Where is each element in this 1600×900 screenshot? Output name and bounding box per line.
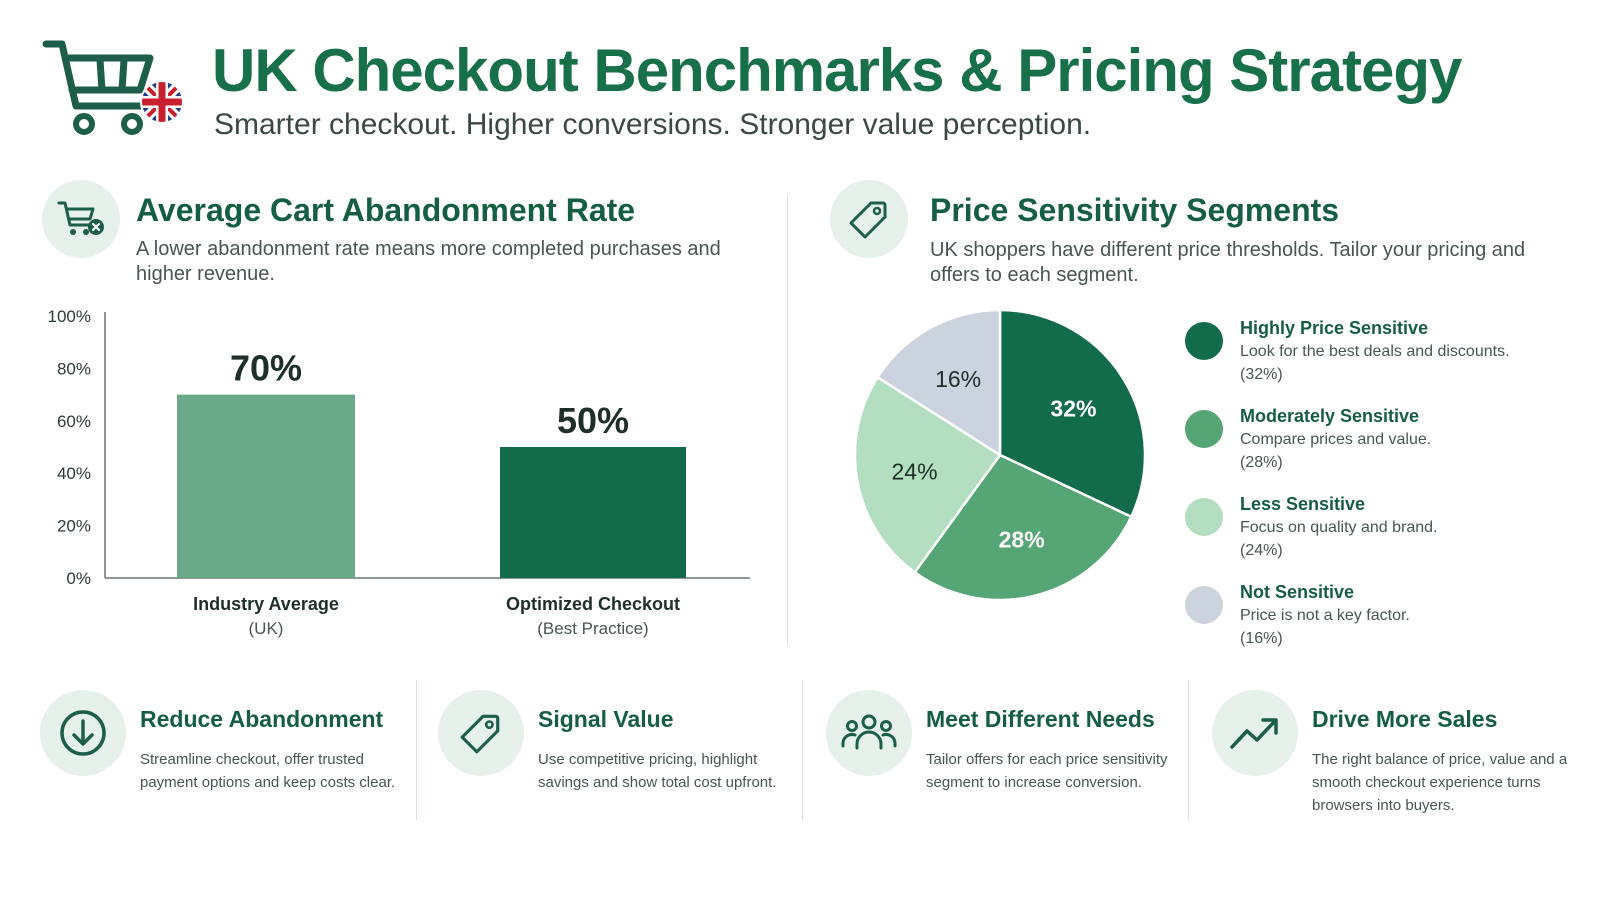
trend-up-icon	[1230, 718, 1278, 749]
pie-slice-label: 28%	[999, 526, 1045, 552]
card-title: Signal Value	[538, 706, 674, 732]
shopping-cart-uk-flag-icon	[42, 40, 184, 135]
panel-divider	[787, 195, 788, 645]
pie-legend: Highly Price Sensitive Look for the best…	[1185, 318, 1570, 670]
legend-desc: Price is not a key factor.	[1240, 607, 1410, 624]
card-signal-value: Signal Value Use competitive pricing, hi…	[438, 690, 818, 840]
cart-x-icon	[57, 201, 104, 235]
strategy-cards: Reduce Abandonment Streamline checkout, …	[40, 680, 1580, 840]
users-group-icon	[841, 714, 897, 750]
y-tick-label: 20%	[57, 517, 91, 536]
x-category-label: Industry Average	[193, 594, 339, 614]
page-title: UK Checkout Benchmarks & Pricing Strateg…	[212, 37, 1462, 104]
card-reduce-abandonment: Reduce Abandonment Streamline checkout, …	[40, 690, 420, 840]
pie-slice	[853, 375, 1002, 575]
legend-swatch	[1185, 410, 1223, 448]
legend-swatch	[1185, 498, 1223, 536]
pie-slice	[875, 308, 1002, 458]
pie-slice-label: 16%	[935, 366, 981, 392]
legend-title: Highly Price Sensitive	[1240, 318, 1429, 338]
price-sensitivity-pie-chart: 32% 28% 24% 16%	[853, 308, 1147, 602]
card-drive-more-sales: Drive More Sales The right balance of pr…	[1212, 690, 1592, 840]
legend-desc: Focus on quality and brand.	[1240, 519, 1438, 536]
legend-item: Moderately Sensitive Compare prices and …	[1185, 406, 1570, 494]
legend-swatch	[1185, 586, 1223, 624]
card-title: Meet Different Needs	[926, 706, 1155, 732]
card-icon-badge	[40, 690, 126, 776]
y-tick-label: 100%	[48, 307, 91, 326]
bar	[500, 447, 686, 578]
card-divider	[1188, 680, 1189, 820]
card-desc: Use competitive pricing, highlight savin…	[538, 751, 777, 791]
bar	[177, 394, 355, 578]
legend-desc: Compare prices and value.	[1240, 431, 1432, 448]
abandonment-description: A lower abandonment rate means more comp…	[136, 238, 721, 285]
price-tag-icon	[849, 201, 887, 239]
cart-icon-badge	[42, 180, 120, 258]
price-tag-icon	[460, 714, 500, 754]
segments-title: Price Sensitivity Segments	[930, 192, 1340, 228]
legend-item: Highly Price Sensitive Look for the best…	[1185, 318, 1570, 406]
page-subtitle: Smarter checkout. Higher conversions. St…	[214, 108, 1092, 141]
legend-item: Not Sensitive Price is not a key factor.…	[1185, 582, 1570, 670]
bar-value-label: 70%	[230, 348, 302, 389]
legend-pct: (16%)	[1240, 630, 1283, 647]
x-category-label: Optimized Checkout	[506, 594, 680, 614]
pie-slice	[913, 453, 1133, 602]
y-tick-label: 0%	[66, 569, 91, 588]
pie-slice	[998, 308, 1147, 519]
bar-value-label: 50%	[557, 400, 629, 441]
card-title: Reduce Abandonment	[140, 706, 384, 732]
legend-pct: (24%)	[1240, 542, 1283, 559]
x-category-sublabel: (Best Practice)	[537, 619, 648, 638]
segments-description: UK shoppers have different price thresho…	[930, 239, 1526, 286]
legend-title: Less Sensitive	[1240, 494, 1366, 514]
card-desc: The right balance of price, value and a …	[1312, 751, 1568, 814]
legend-pct: (32%)	[1240, 366, 1283, 383]
card-icon-badge	[826, 690, 912, 776]
download-arrow-icon	[60, 710, 106, 756]
tag-icon-badge	[830, 180, 908, 258]
header: UK Checkout Benchmarks & Pricing Strateg…	[40, 28, 1560, 148]
x-category-sublabel: (UK)	[249, 619, 284, 638]
abandonment-bar-chart: 0% 20% 40% 60% 80% 100% 70% Industry Average (UK…	[48, 307, 750, 638]
legend-title: Moderately Sensitive	[1240, 406, 1420, 426]
y-tick-label: 60%	[57, 412, 91, 431]
legend-title: Not Sensitive	[1240, 582, 1355, 602]
legend-item: Less Sensitive Focus on quality and bran…	[1185, 494, 1570, 582]
card-icon-badge	[438, 690, 524, 776]
legend-desc: Look for the best deals and discounts.	[1240, 343, 1510, 360]
card-meet-different-needs: Meet Different Needs Tailor offers for e…	[826, 690, 1206, 840]
pie-slice-label: 32%	[1050, 395, 1096, 421]
abandonment-title: Average Cart Abandonment Rate	[136, 192, 636, 228]
card-desc: Streamline checkout, offer trusted payme…	[140, 751, 396, 791]
y-tick-label: 40%	[57, 464, 91, 483]
card-icon-badge	[1212, 690, 1298, 776]
y-tick-label: 80%	[57, 359, 91, 378]
pie-slice-label: 24%	[892, 458, 938, 484]
card-divider	[416, 680, 417, 820]
card-title: Drive More Sales	[1312, 706, 1498, 732]
card-desc: Tailor offers for each price sensitivity…	[926, 751, 1168, 791]
legend-pct: (28%)	[1240, 454, 1283, 471]
legend-swatch	[1185, 322, 1223, 360]
card-divider	[802, 680, 803, 820]
